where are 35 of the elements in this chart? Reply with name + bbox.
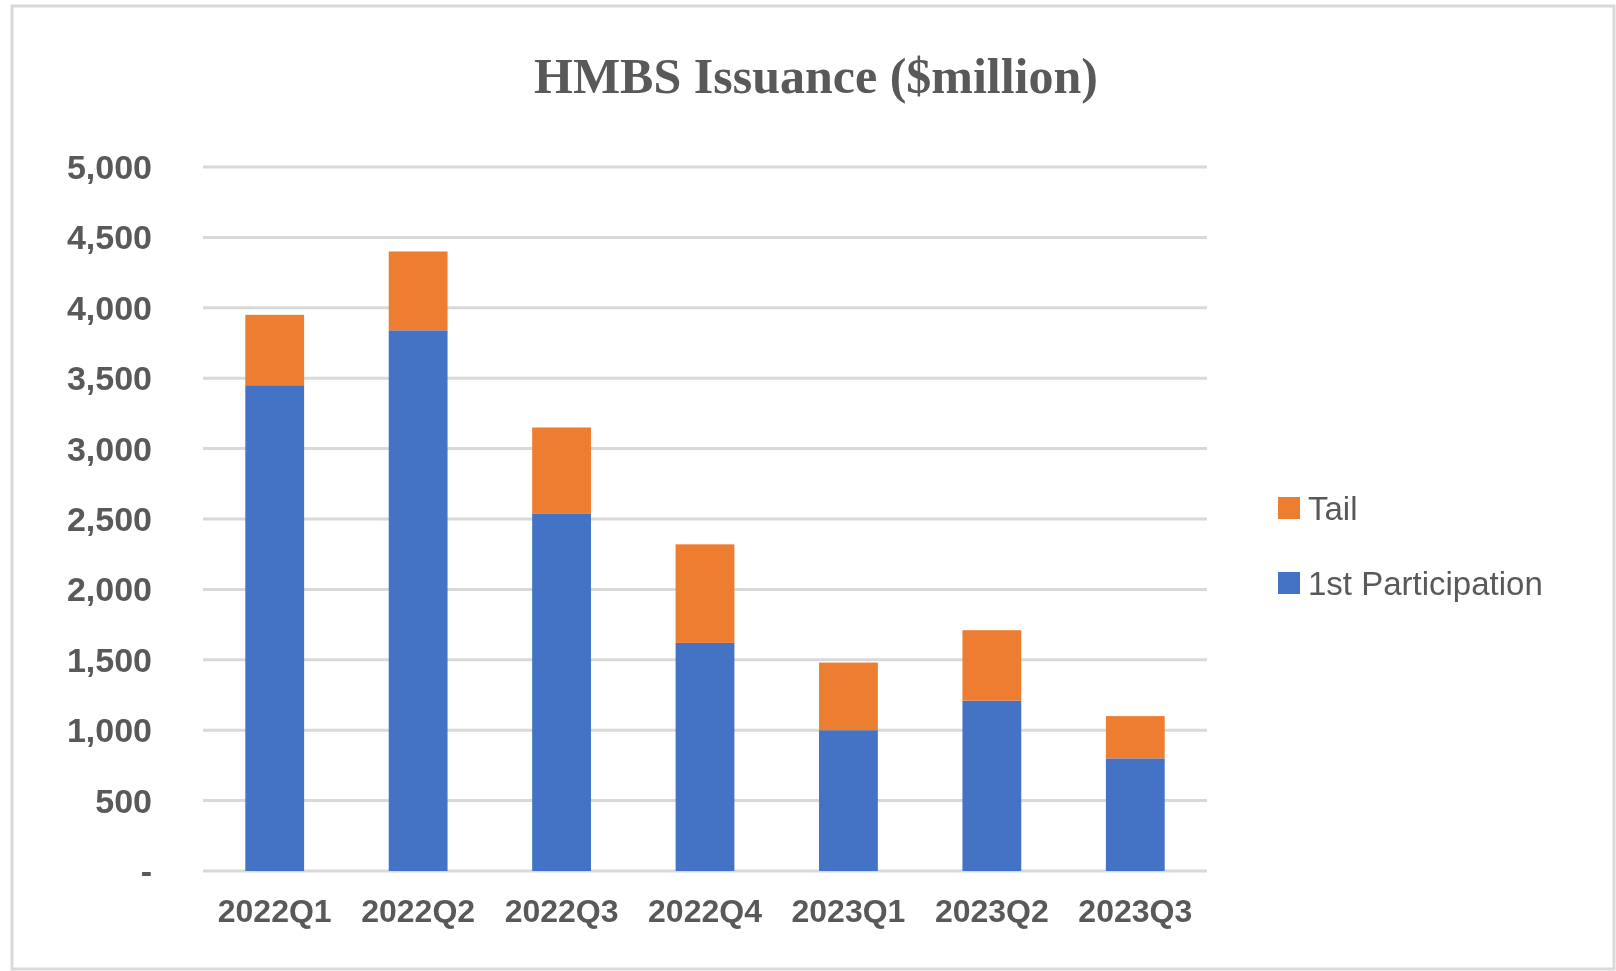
y-tick-label: 1,000 bbox=[66, 711, 152, 750]
legend-label: Tail bbox=[1308, 489, 1358, 527]
bar bbox=[962, 630, 1022, 701]
y-tick-label: 4,500 bbox=[66, 218, 152, 257]
bar bbox=[245, 314, 305, 386]
y-tick-label: 2,500 bbox=[66, 499, 152, 538]
y-tick-label: 500 bbox=[95, 781, 152, 820]
y-tick-label: 5,000 bbox=[66, 147, 152, 186]
bar bbox=[962, 700, 1022, 871]
x-tick-label: 2023Q1 bbox=[791, 893, 906, 929]
bar bbox=[1105, 716, 1165, 759]
y-tick-label: 4,000 bbox=[66, 288, 152, 327]
bar bbox=[675, 544, 735, 643]
x-tick-label: 2022Q1 bbox=[217, 893, 332, 929]
bar bbox=[388, 330, 448, 871]
y-tick-label: 2,000 bbox=[66, 570, 152, 609]
x-tick-label: 2022Q2 bbox=[361, 893, 476, 929]
y-tick-label: - bbox=[140, 851, 152, 890]
bar bbox=[819, 662, 878, 731]
bar bbox=[245, 385, 305, 871]
x-tick-label: 2023Q2 bbox=[934, 893, 1049, 929]
chart-title: HMBS Issuance ($million) bbox=[534, 48, 1098, 104]
bar bbox=[819, 730, 878, 871]
x-tick-label: 2022Q3 bbox=[504, 893, 619, 929]
x-tick-label: 2023Q3 bbox=[1078, 893, 1193, 929]
bar bbox=[388, 251, 448, 331]
y-tick-label: 1,500 bbox=[66, 640, 152, 679]
bar bbox=[532, 427, 591, 514]
bar bbox=[675, 642, 735, 871]
legend-label: 1st Participation bbox=[1308, 564, 1543, 602]
y-tick-label: 3,000 bbox=[66, 429, 152, 468]
bar bbox=[532, 513, 591, 871]
y-tick-label: 3,500 bbox=[66, 359, 152, 398]
bar bbox=[1105, 758, 1165, 871]
x-tick-label: 2022Q4 bbox=[648, 893, 763, 929]
